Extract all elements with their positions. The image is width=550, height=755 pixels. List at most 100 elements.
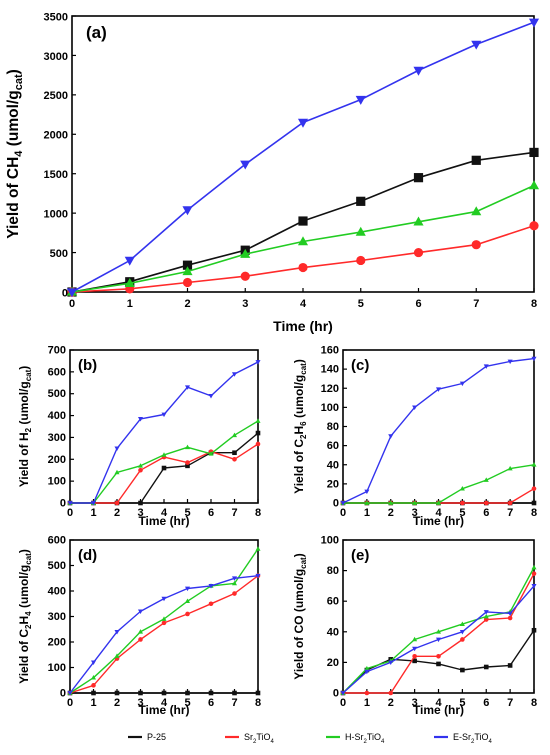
data-point xyxy=(255,546,261,551)
data-point xyxy=(161,616,167,621)
y-tick-label: 80 xyxy=(327,421,339,433)
data-point xyxy=(208,601,214,607)
data-point xyxy=(435,637,442,643)
y-axis-title: Yield of C2H6 (umol/gcat) xyxy=(292,359,308,494)
x-tick-label: 8 xyxy=(531,298,537,310)
x-tick-label: 5 xyxy=(358,298,364,310)
y-axis-title: Yield of H2 (umol/gcat) xyxy=(17,366,33,488)
y-tick-label: 200 xyxy=(48,637,66,649)
y-tick-label: 100 xyxy=(48,476,66,488)
data-point xyxy=(185,611,190,617)
data-point xyxy=(531,462,537,467)
data-point xyxy=(182,206,193,216)
y-axis-title: Yield of CO (umol/gcat) xyxy=(292,553,308,679)
x-tick-label: 7 xyxy=(231,697,237,709)
panel-label: (b) xyxy=(78,357,97,374)
data-point xyxy=(182,266,193,276)
series-e-sr2tio4 xyxy=(340,584,537,696)
y-tick-label: 500 xyxy=(50,248,68,260)
data-point xyxy=(114,629,120,635)
series-p-25 xyxy=(67,147,539,297)
y-axis-title: Yield of CH4 (umol/gcat) xyxy=(5,69,25,239)
series-e-sr2tio4 xyxy=(67,573,261,696)
y-tick-label: 40 xyxy=(327,626,339,638)
data-point xyxy=(528,180,540,190)
x-tick-label: 2 xyxy=(114,507,120,519)
data-point xyxy=(483,610,489,615)
data-point xyxy=(459,629,465,635)
data-point xyxy=(298,262,308,273)
data-point xyxy=(483,477,489,482)
series-line xyxy=(342,357,535,504)
data-point xyxy=(208,690,214,696)
y-tick-label: 60 xyxy=(327,440,339,452)
panel-label: (c) xyxy=(351,357,369,374)
x-tick-label: 3 xyxy=(137,507,143,519)
y-tick-label: 100 xyxy=(321,402,339,414)
y-axis-title: Yield of C2H4 (umol/gcat) xyxy=(17,549,33,684)
x-tick-label: 3 xyxy=(412,507,418,519)
legend-label: H-Sr2TiO4 xyxy=(345,732,385,745)
x-tick-label: 1 xyxy=(90,697,96,709)
data-point xyxy=(471,240,481,250)
panel-label: (a) xyxy=(86,23,107,42)
y-tick-label: 0 xyxy=(60,688,66,700)
data-point xyxy=(297,118,309,128)
data-point xyxy=(161,465,167,471)
y-tick-label: 100 xyxy=(321,535,339,547)
y-tick-label: 0 xyxy=(60,498,66,510)
x-axis-title: Time (hr) xyxy=(138,514,189,528)
y-tick-label: 0 xyxy=(62,287,68,299)
data-point xyxy=(208,451,214,456)
y-tick-label: 40 xyxy=(327,459,339,471)
data-point xyxy=(507,663,513,668)
data-point xyxy=(255,441,261,447)
y-tick-label: 0 xyxy=(333,688,339,700)
data-point xyxy=(507,500,513,506)
x-tick-label: 2 xyxy=(114,697,120,709)
data-point xyxy=(114,469,120,475)
data-point xyxy=(340,501,346,506)
x-axis-title: Time (hr) xyxy=(413,514,464,528)
y-tick-label: 500 xyxy=(48,560,66,572)
data-point xyxy=(90,660,97,666)
legend-label: Sr2TiO4 xyxy=(244,732,275,745)
data-point xyxy=(66,288,78,298)
data-point xyxy=(232,591,237,596)
data-point xyxy=(90,675,97,680)
data-point xyxy=(471,206,482,216)
data-point xyxy=(137,417,144,422)
data-point xyxy=(507,611,513,617)
x-tick-label: 4 xyxy=(161,697,168,709)
x-tick-label: 7 xyxy=(507,697,513,709)
series-line xyxy=(71,21,535,293)
x-axis-title: Time (hr) xyxy=(413,703,464,717)
x-tick-label: 7 xyxy=(473,298,479,310)
data-point xyxy=(388,660,394,666)
plot-frame xyxy=(69,349,259,504)
series-e-sr2tio4 xyxy=(66,18,540,298)
data-point xyxy=(137,463,144,468)
data-point xyxy=(531,584,537,589)
x-tick-label: 8 xyxy=(531,697,537,709)
y-tick-label: 60 xyxy=(327,596,339,608)
x-tick-label: 0 xyxy=(69,298,75,310)
legend-label: E-Sr2TiO4 xyxy=(453,732,493,745)
y-tick-label: 0 xyxy=(333,498,339,510)
x-tick-label: 6 xyxy=(415,298,421,310)
data-point xyxy=(232,690,237,696)
data-point xyxy=(185,460,190,465)
data-point xyxy=(471,40,482,50)
data-point xyxy=(471,155,481,165)
data-point xyxy=(507,465,513,471)
panel-b: 0 1 2 3 4 5 6 7 8 0 100 200 300 400 500 600 700 Time (hr)… xyxy=(17,345,261,529)
data-point xyxy=(412,653,417,659)
data-point xyxy=(184,444,191,450)
data-point xyxy=(483,364,489,369)
data-point xyxy=(364,690,370,696)
data-point xyxy=(182,277,193,288)
data-point xyxy=(483,664,489,670)
